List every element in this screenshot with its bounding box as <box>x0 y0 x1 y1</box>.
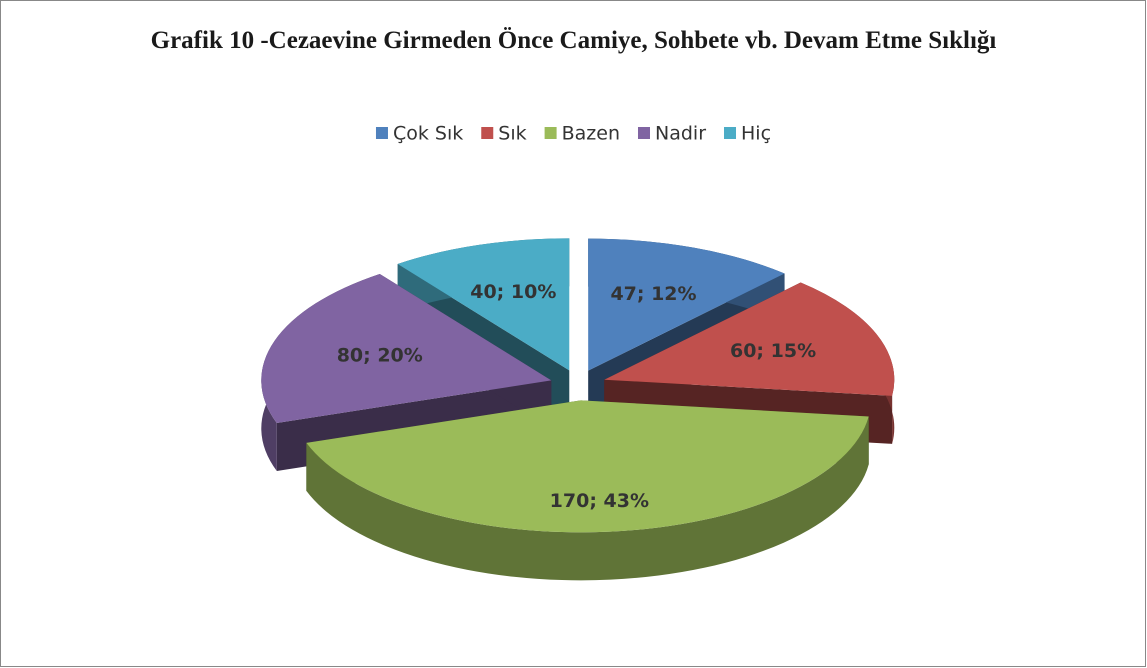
slice <box>588 238 785 371</box>
legend-swatch <box>544 127 557 139</box>
legend-swatch <box>481 127 494 139</box>
legend-swatch <box>375 127 388 139</box>
slice: 170; 43% <box>306 400 869 581</box>
legend-label: Hiç <box>741 123 771 145</box>
chart-title: Grafik 10 -Cezaevine Girmeden Önce Camiy… <box>150 27 997 54</box>
legend-label: Çok Sık <box>393 123 463 145</box>
data-label: 80; 20% <box>337 344 423 366</box>
legend-swatch <box>724 127 737 139</box>
data-label: 40; 10% <box>470 281 556 303</box>
legend: Çok Sık Sık Bazen Nadir Hiç <box>375 123 771 145</box>
slice: 80; 20% <box>261 273 552 471</box>
slice-rim <box>306 416 869 581</box>
data-label: 47; 12% <box>610 283 696 305</box>
data-label: 60; 15% <box>730 340 816 362</box>
legend-label: Bazen <box>562 123 620 145</box>
slice <box>397 238 570 371</box>
legend-label: Sık <box>498 123 526 145</box>
slice <box>261 273 552 423</box>
data-label: 170; 43% <box>550 490 649 512</box>
legend-swatch <box>637 127 650 139</box>
slice <box>306 400 869 533</box>
slice <box>604 282 895 396</box>
legend-label: Nadir <box>655 123 706 145</box>
